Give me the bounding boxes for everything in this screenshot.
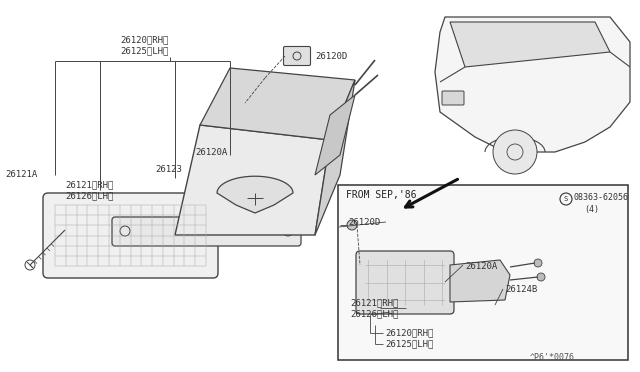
Text: 26126〈LH〉: 26126〈LH〉	[65, 191, 113, 200]
Text: 26120D: 26120D	[348, 218, 380, 227]
FancyBboxPatch shape	[43, 193, 218, 278]
Circle shape	[534, 259, 542, 267]
Text: 26121〈RH〉: 26121〈RH〉	[350, 298, 398, 307]
Polygon shape	[217, 176, 293, 213]
Text: S: S	[564, 196, 568, 202]
FancyBboxPatch shape	[442, 91, 464, 105]
Text: 08363-62056: 08363-62056	[574, 193, 629, 202]
Text: 26126〈LH〉: 26126〈LH〉	[350, 309, 398, 318]
FancyBboxPatch shape	[112, 217, 301, 246]
Polygon shape	[450, 260, 510, 302]
Text: 26125〈LH〉: 26125〈LH〉	[120, 46, 168, 55]
FancyBboxPatch shape	[356, 251, 454, 314]
Polygon shape	[315, 95, 355, 175]
Text: 26125〈LH〉: 26125〈LH〉	[385, 339, 433, 348]
Polygon shape	[450, 22, 610, 67]
Circle shape	[493, 130, 537, 174]
Text: 26120〈RH〉: 26120〈RH〉	[120, 35, 168, 44]
Polygon shape	[435, 17, 630, 152]
Polygon shape	[175, 125, 330, 235]
Circle shape	[537, 273, 545, 281]
Bar	[338, 185, 628, 360]
Text: ^P6'*0076: ^P6'*0076	[530, 353, 575, 362]
Polygon shape	[200, 68, 355, 140]
Text: 26123: 26123	[155, 165, 182, 174]
Text: 26120A: 26120A	[195, 148, 227, 157]
Text: 26120D: 26120D	[315, 52, 348, 61]
Circle shape	[347, 220, 357, 230]
Text: 26121〈RH〉: 26121〈RH〉	[65, 180, 113, 189]
Text: 26124B: 26124B	[505, 285, 537, 294]
Text: 26120〈RH〉: 26120〈RH〉	[385, 328, 433, 337]
Polygon shape	[315, 80, 355, 235]
Text: 26120A: 26120A	[465, 262, 497, 271]
Text: (4): (4)	[584, 205, 599, 214]
FancyBboxPatch shape	[284, 46, 310, 65]
Text: FROM SEP,'86: FROM SEP,'86	[346, 190, 417, 200]
Text: 26121A: 26121A	[5, 170, 37, 179]
